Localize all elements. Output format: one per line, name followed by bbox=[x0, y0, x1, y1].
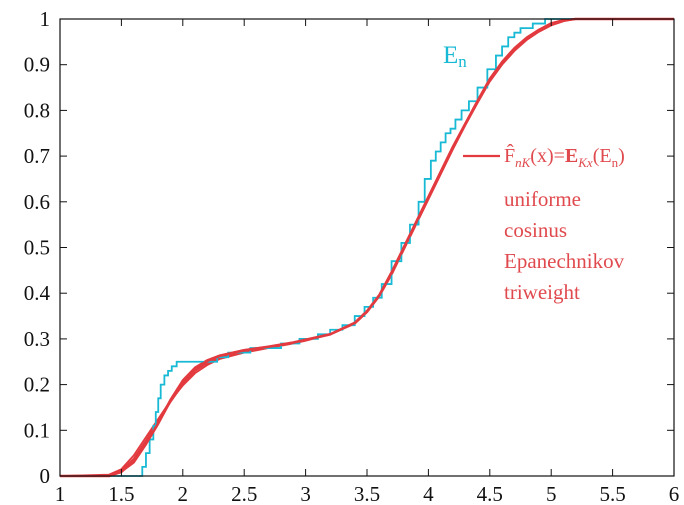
x-tick-label: 1.5 bbox=[108, 482, 134, 505]
y-tick-label: 0.3 bbox=[24, 327, 50, 351]
y-tick-label: 0.2 bbox=[24, 373, 50, 397]
series-layer bbox=[59, 17, 674, 478]
legend-formula-E-sub: Kx bbox=[577, 155, 593, 170]
tick-labels-layer: 1 1.5 2 2.5 3 3.5 4 4.5 5 5.5 6 0 0.1 0.2 0.3 0.4 0.5 0.6… bbox=[24, 7, 680, 505]
y-tick-label: 0.4 bbox=[24, 281, 51, 305]
x-tick-label: 3 bbox=[300, 482, 311, 505]
legend-formula-E: E bbox=[565, 145, 578, 167]
x-tick-label: 4.5 bbox=[477, 482, 503, 505]
y-tick-label: 0.6 bbox=[24, 190, 50, 214]
empirical-label-main: E bbox=[443, 42, 458, 69]
y-tick-label: 1 bbox=[40, 7, 51, 31]
x-tick-label: 6 bbox=[669, 482, 680, 505]
y-tick-label: 0.7 bbox=[24, 144, 50, 168]
ticks-layer bbox=[59, 18, 675, 477]
series-line-highlight bbox=[60, 17, 674, 478]
legend-item-epanechnikov: Epanechnikov bbox=[504, 249, 625, 273]
legend-formula-tail-close: ) bbox=[618, 145, 625, 167]
legend-formula-tail-sub: n bbox=[612, 155, 619, 170]
x-tick-label: 5.5 bbox=[599, 482, 625, 505]
x-tick-label: 5 bbox=[546, 482, 557, 505]
legend-item-cosinus: cosinus bbox=[504, 218, 567, 242]
empirical-label-sub: n bbox=[458, 52, 467, 71]
legend-formula: F̂nK(x)=EKx(En) bbox=[504, 143, 625, 170]
y-tick-label: 0 bbox=[40, 464, 51, 488]
x-tick-label: 3.5 bbox=[354, 482, 380, 505]
legend-formula-F-sub: nK bbox=[515, 155, 532, 170]
legend-item-uniforme: uniforme bbox=[504, 187, 581, 211]
x-tick-label: 4 bbox=[423, 482, 434, 505]
legend-item-triweight: triweight bbox=[504, 280, 580, 304]
x-tick-label: 2.5 bbox=[231, 482, 257, 505]
empirical-label: En bbox=[443, 42, 467, 71]
legend-formula-F: F̂ bbox=[504, 143, 515, 167]
y-tick-label: 0.5 bbox=[24, 236, 50, 260]
legend-formula-middle: (x)= bbox=[530, 145, 565, 167]
y-tick-label: 0.8 bbox=[24, 98, 50, 122]
y-tick-label: 0.1 bbox=[24, 418, 50, 442]
x-tick-label: 1 bbox=[55, 482, 66, 505]
x-tick-label: 2 bbox=[178, 482, 189, 505]
legend-formula-tail-open: (E bbox=[593, 145, 612, 167]
plot-area bbox=[59, 17, 674, 478]
y-tick-label: 0.9 bbox=[24, 53, 50, 77]
